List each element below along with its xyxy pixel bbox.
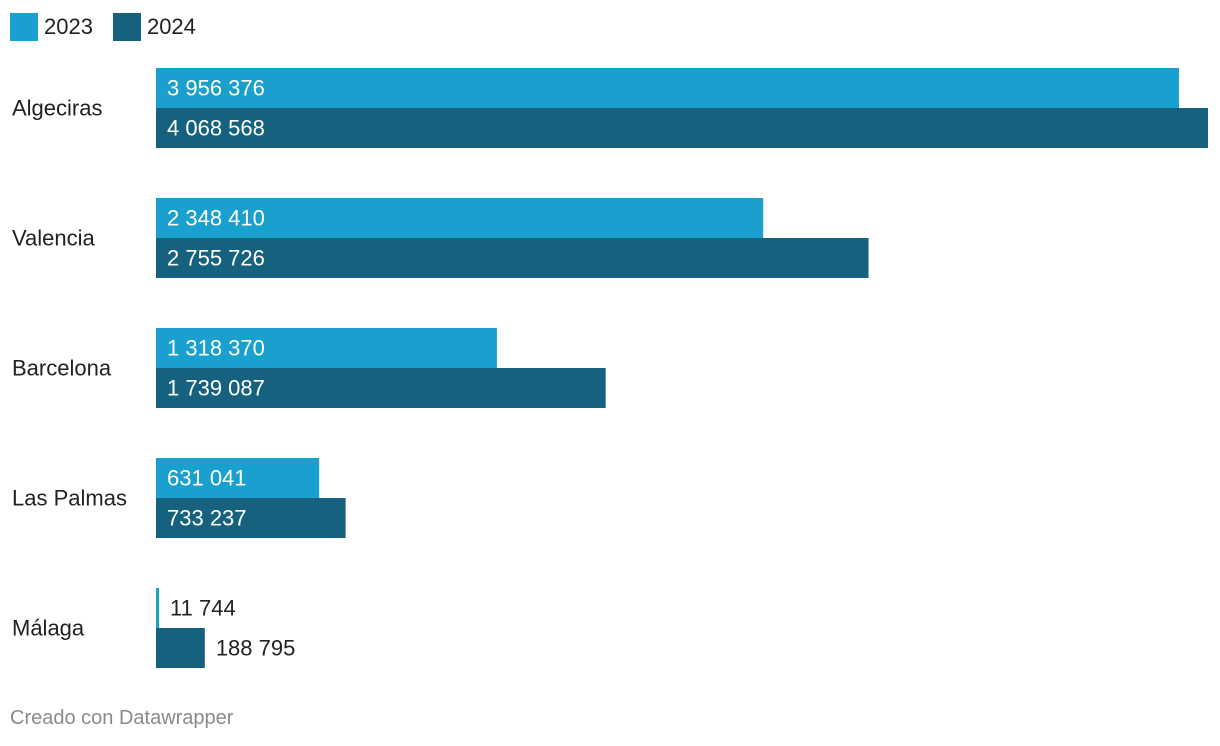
legend-item-2023: 2023: [10, 13, 93, 41]
bar-2023: [156, 458, 320, 498]
category-label: Algeciras: [12, 96, 102, 121]
data-label-2023: 11 744: [170, 596, 236, 621]
data-label-2024: 733 237: [167, 506, 247, 531]
category-label: Las Palmas: [12, 486, 127, 511]
legend-swatch-2024: [112, 13, 141, 41]
bar-2024: [156, 628, 205, 668]
legend-swatch-2023: [10, 13, 38, 41]
data-label-2023: 3 956 376: [167, 76, 265, 101]
category-label: Málaga: [12, 616, 85, 641]
bar-2024: [156, 368, 606, 408]
data-label-2023: 2 348 410: [167, 206, 265, 231]
bar-2023: [156, 328, 497, 368]
bar-2023: [156, 68, 1179, 108]
bar-2023: [156, 588, 160, 628]
data-label-2023: 1 318 370: [167, 336, 265, 361]
legend-label-2024: 2024: [146, 14, 196, 39]
bar-chart: Algeciras 3 956 376 4 068 568 Valencia 2 348…: [12, 68, 1208, 668]
data-label-2024: 4 068 568: [167, 116, 265, 141]
bar-2023: [156, 198, 764, 238]
category-label: Valencia: [12, 226, 96, 251]
bar-2024: [156, 108, 1208, 148]
data-label-2024: 1 739 087: [167, 376, 265, 401]
bar-2024: [156, 498, 346, 538]
legend-label-2023: 2023: [44, 14, 93, 39]
data-label-2024: 2 755 726: [167, 246, 265, 271]
footer-credit[interactable]: Creado con Datawrapper: [10, 707, 234, 729]
data-label-2024: 188 795: [216, 636, 296, 661]
category-label: Barcelona: [12, 356, 112, 381]
chart-legend: 2023 2024: [10, 12, 216, 42]
legend-item-2024: 2024: [112, 13, 196, 41]
data-label-2023: 631 041: [167, 466, 247, 491]
bar-2024: [156, 238, 869, 278]
